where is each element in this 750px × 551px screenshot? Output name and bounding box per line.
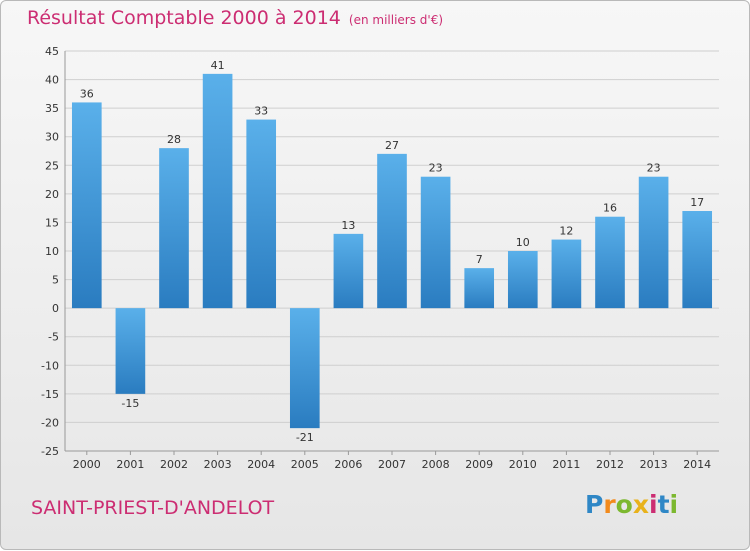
x-tick-label-2000: 2000 <box>73 458 101 471</box>
bar-2010 <box>507 251 538 309</box>
x-axis: 2000 2001 2002 2003 2004 2005 2006 2007 2008 2009… <box>73 451 711 471</box>
data-label-2000: 36 <box>80 87 94 100</box>
x-tick-label-2009: 2009 <box>465 458 493 471</box>
y-tick-label: 40 <box>45 74 59 87</box>
x-tick-label-2003: 2003 <box>204 458 232 471</box>
chart-unit-note: (en milliers d'€) <box>348 13 444 27</box>
y-tick-label: 0 <box>52 302 59 315</box>
y-tick-label: 20 <box>45 188 59 201</box>
y-tick-label: -10 <box>41 359 59 372</box>
bar-2013 <box>638 176 669 309</box>
bar-2008 <box>420 176 451 309</box>
y-tick-label: 15 <box>45 216 59 229</box>
x-tick-label-2010: 2010 <box>509 458 537 471</box>
y-tick-label: 30 <box>45 131 59 144</box>
data-label-2013: 23 <box>647 162 661 175</box>
bar-2011 <box>551 239 582 309</box>
bars <box>71 73 713 429</box>
chart-title-text: Résultat Comptable 2000 à 2014 <box>27 7 341 29</box>
data-label-2001: -15 <box>121 397 139 410</box>
data-label-2009: 7 <box>476 253 483 266</box>
x-tick-label-2013: 2013 <box>640 458 668 471</box>
x-tick-label-2007: 2007 <box>378 458 406 471</box>
x-tick-label-2001: 2001 <box>116 458 144 471</box>
bar-2014 <box>682 211 713 309</box>
logo-letter: i <box>649 490 658 519</box>
x-tick-label-2005: 2005 <box>291 458 319 471</box>
x-tick-label-2006: 2006 <box>334 458 362 471</box>
x-tick-label-2008: 2008 <box>422 458 450 471</box>
bar-2003 <box>202 73 233 309</box>
logo-letter: r <box>603 490 616 519</box>
y-tick-label: -5 <box>48 331 59 344</box>
data-label-2004: 33 <box>254 105 268 118</box>
y-tick-label: 10 <box>45 245 59 258</box>
y-tick-label: 25 <box>45 159 59 172</box>
place-name: SAINT-PRIEST-D'ANDELOT <box>31 497 275 519</box>
logo-letter: P <box>585 490 604 519</box>
data-label-2002: 28 <box>167 133 181 146</box>
data-label-2003: 41 <box>211 59 225 72</box>
bar-2000 <box>71 102 102 309</box>
x-tick-label-2014: 2014 <box>683 458 711 471</box>
logo-letter: x <box>632 490 649 519</box>
data-label-2005: -21 <box>296 431 314 444</box>
y-tick-label: 5 <box>52 274 59 287</box>
bar-2004 <box>246 119 277 309</box>
x-tick-label-2012: 2012 <box>596 458 624 471</box>
logo-letter: t <box>657 490 670 519</box>
y-tick-label: -15 <box>41 388 59 401</box>
data-label-2010: 10 <box>516 236 530 249</box>
data-label-2012: 16 <box>603 202 617 215</box>
data-labels: 36 -15 28 41 33 -21 13 27 23 7 10 12 16 23 17 <box>80 59 704 444</box>
x-tick-label-2002: 2002 <box>160 458 188 471</box>
bar-2002 <box>159 148 189 309</box>
y-tick-label: 35 <box>45 102 59 115</box>
bar-2006 <box>333 233 364 309</box>
y-tick-label: -25 <box>41 445 59 458</box>
data-label-2011: 12 <box>559 225 573 238</box>
proxiti-logo: Proxiti <box>585 490 678 519</box>
data-label-2008: 23 <box>429 162 443 175</box>
data-label-2006: 13 <box>341 219 355 232</box>
y-tick-label: -20 <box>41 416 59 429</box>
logo-letter: o <box>615 490 633 519</box>
data-label-2007: 27 <box>385 139 399 152</box>
bar-2001 <box>115 308 146 394</box>
chart-title: Résultat Comptable 2000 à 2014 (en millie… <box>27 7 443 29</box>
logo-letter: i <box>669 490 679 519</box>
x-tick-label-2004: 2004 <box>247 458 275 471</box>
bar-2005 <box>289 308 320 429</box>
x-tick-label-2011: 2011 <box>552 458 580 471</box>
bar-2012 <box>595 216 625 309</box>
data-label-2014: 17 <box>690 196 704 209</box>
y-tick-label: 45 <box>45 45 59 58</box>
bar-2009 <box>464 268 495 309</box>
bar-2007 <box>377 153 407 309</box>
